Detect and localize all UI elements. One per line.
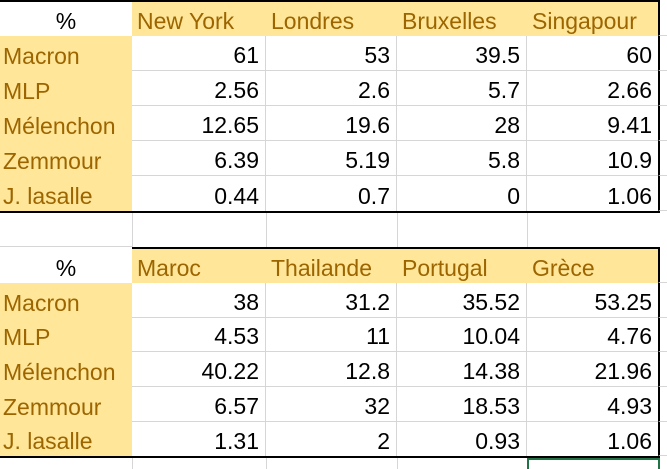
row-label-cell[interactable]: MLP xyxy=(0,71,132,106)
value-cell[interactable]: 10.04 xyxy=(397,318,527,352)
column-header-cell[interactable]: New York xyxy=(132,2,266,36)
value-cell[interactable]: 4.53 xyxy=(132,318,266,352)
value-cell[interactable]: 0.7 xyxy=(266,176,397,211)
value-cell[interactable]: 2.56 xyxy=(132,71,266,106)
column-header-cell[interactable]: Thailande xyxy=(266,249,397,283)
column-header-cell[interactable]: Singapour xyxy=(527,2,658,36)
value-cell[interactable]: 2 xyxy=(266,422,397,456)
column-header-cell[interactable]: Maroc xyxy=(132,249,266,283)
sliver-cell xyxy=(658,283,667,318)
table2-top-border xyxy=(132,247,660,249)
gridline xyxy=(397,458,398,469)
row-label-cell[interactable]: Macron xyxy=(0,36,132,71)
row-label-cell[interactable]: Macron xyxy=(0,283,132,318)
gridline xyxy=(266,213,267,247)
value-cell[interactable]: 10.9 xyxy=(527,141,658,176)
row-label-cell[interactable]: Zemmour xyxy=(0,387,132,422)
column-header-cell[interactable]: Bruxelles xyxy=(397,2,527,36)
value-cell[interactable]: 35.52 xyxy=(397,283,527,318)
active-cell-selection[interactable] xyxy=(527,458,660,469)
value-cell[interactable]: 2.6 xyxy=(266,71,397,106)
row-label-cell[interactable]: Mélenchon xyxy=(0,106,132,141)
value-cell[interactable]: 38 xyxy=(132,283,266,318)
value-cell[interactable]: 4.76 xyxy=(527,318,658,352)
corner-cell[interactable]: % xyxy=(0,249,132,283)
value-cell[interactable]: 11 xyxy=(266,318,397,352)
sliver-cell xyxy=(658,318,667,352)
value-cell[interactable]: 39.5 xyxy=(397,36,527,71)
value-cell[interactable]: 9.41 xyxy=(527,106,658,141)
value-cell[interactable]: 32 xyxy=(266,387,397,422)
sliver-cell xyxy=(658,422,667,456)
value-cell[interactable]: 6.39 xyxy=(132,141,266,176)
value-cell[interactable]: 4.93 xyxy=(527,387,658,422)
row-label-cell[interactable]: J. lasalle xyxy=(0,422,132,456)
column-header-cell[interactable]: Grèce xyxy=(527,249,658,283)
gridline xyxy=(132,458,133,469)
value-cell[interactable]: 53 xyxy=(266,36,397,71)
value-cell[interactable]: 2.66 xyxy=(527,71,658,106)
value-cell[interactable]: 60 xyxy=(527,36,658,71)
value-cell[interactable]: 21.96 xyxy=(527,352,658,387)
value-cell[interactable]: 12.65 xyxy=(132,106,266,141)
results-table-countries: % Maroc Thailande Portugal Grèce Macron 38 31.2… xyxy=(0,249,667,456)
value-cell[interactable]: 53.25 xyxy=(527,283,658,318)
sliver-cell xyxy=(658,141,667,176)
value-cell[interactable]: 28 xyxy=(397,106,527,141)
value-cell[interactable]: 5.19 xyxy=(266,141,397,176)
value-cell[interactable]: 1.06 xyxy=(527,422,658,456)
sliver-cell xyxy=(658,249,667,283)
value-cell[interactable]: 1.06 xyxy=(527,176,658,211)
row-label-cell[interactable]: J. lasalle xyxy=(0,176,132,211)
value-cell[interactable]: 18.53 xyxy=(397,387,527,422)
value-cell[interactable]: 61 xyxy=(132,36,266,71)
value-cell[interactable]: 0.93 xyxy=(397,422,527,456)
value-cell[interactable]: 14.38 xyxy=(397,352,527,387)
corner-cell[interactable]: % xyxy=(0,2,132,36)
value-cell[interactable]: 0.44 xyxy=(132,176,266,211)
value-cell[interactable]: 1.31 xyxy=(132,422,266,456)
value-cell[interactable]: 40.22 xyxy=(132,352,266,387)
value-cell[interactable]: 19.6 xyxy=(266,106,397,141)
gridline xyxy=(132,213,133,247)
column-header-cell[interactable]: Portugal xyxy=(397,249,527,283)
row-label-cell[interactable]: Zemmour xyxy=(0,141,132,176)
gridline xyxy=(0,246,132,247)
table1-top-border xyxy=(0,0,660,2)
sliver-cell xyxy=(658,71,667,106)
sliver-cell xyxy=(658,352,667,387)
sliver-cell xyxy=(658,106,667,141)
table1-bottom-border xyxy=(0,211,660,213)
sliver-cell xyxy=(658,36,667,71)
table2-bottom-border xyxy=(0,456,660,458)
sliver-cell xyxy=(658,387,667,422)
sliver-cell xyxy=(658,2,667,36)
value-cell[interactable]: 31.2 xyxy=(266,283,397,318)
value-cell[interactable]: 6.57 xyxy=(132,387,266,422)
gridline xyxy=(397,213,398,247)
value-cell[interactable]: 5.8 xyxy=(397,141,527,176)
sliver-cell xyxy=(658,176,667,211)
row-label-cell[interactable]: Mélenchon xyxy=(0,352,132,387)
value-cell[interactable]: 5.7 xyxy=(397,71,527,106)
results-table-cities: % New York Londres Bruxelles Singapour Macron… xyxy=(0,2,667,211)
row-label-cell[interactable]: MLP xyxy=(0,318,132,352)
gridline xyxy=(266,458,267,469)
gridline xyxy=(527,213,528,247)
value-cell[interactable]: 12.8 xyxy=(266,352,397,387)
column-header-cell[interactable]: Londres xyxy=(266,2,397,36)
value-cell[interactable]: 0 xyxy=(397,176,527,211)
